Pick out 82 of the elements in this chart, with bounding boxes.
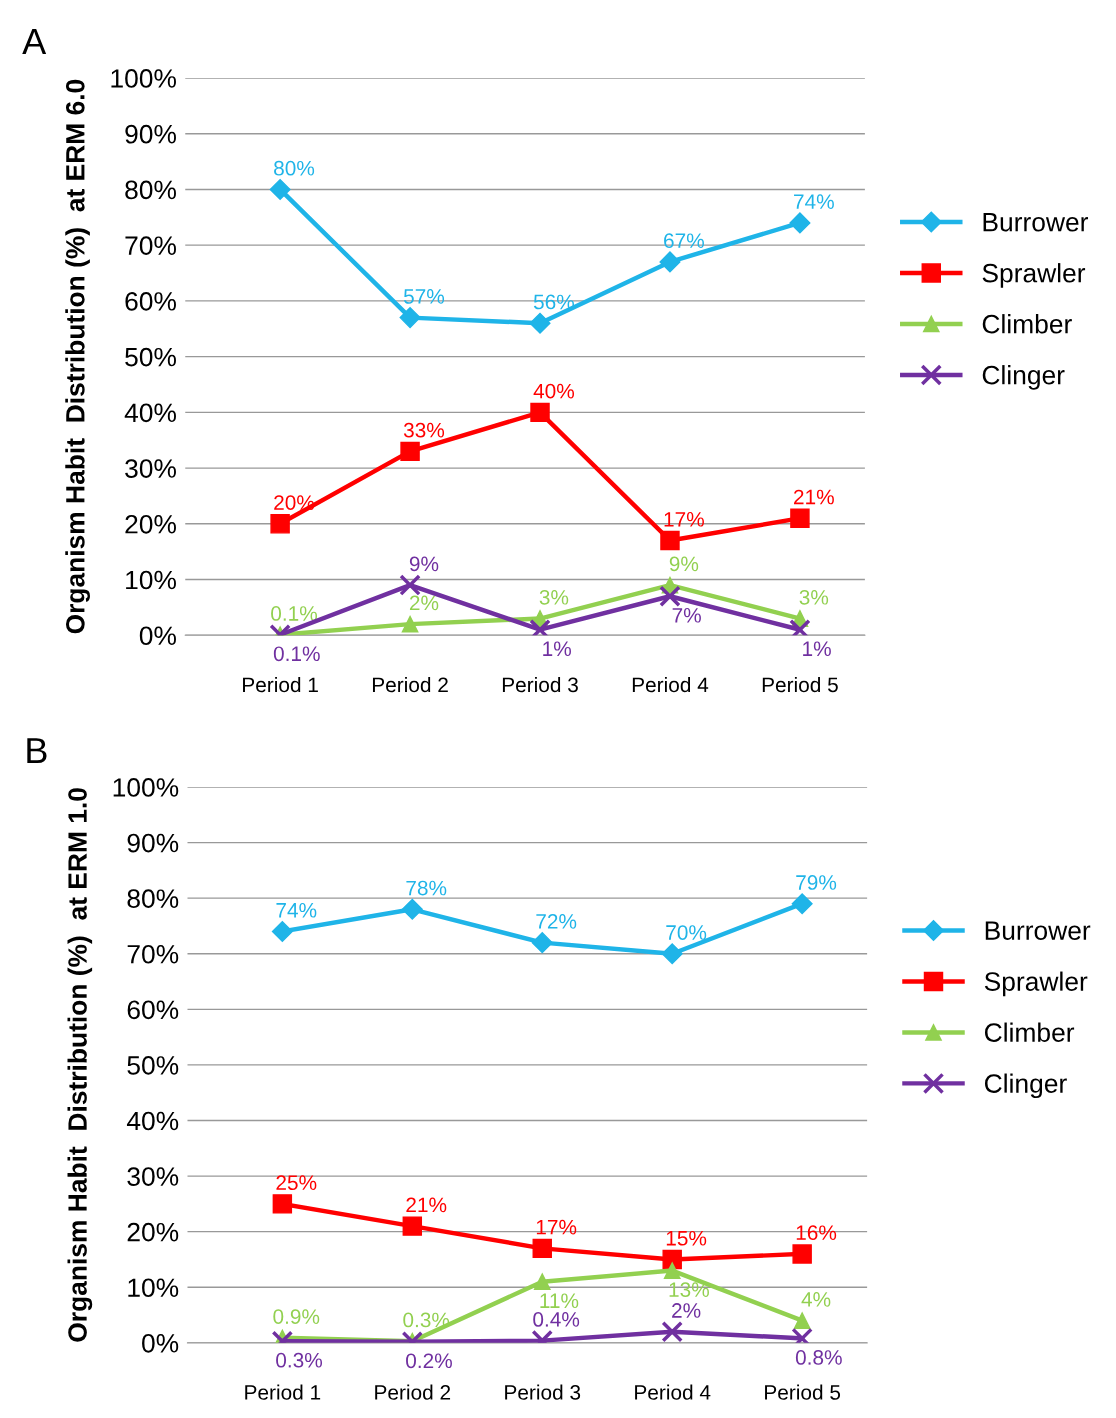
y-tick-label: 40%: [124, 403, 176, 423]
data-label: 0.3%: [276, 1352, 323, 1368]
data-label: 72%: [536, 914, 577, 929]
x-tick-label: Period 2: [372, 676, 448, 693]
y-tick-label: 20%: [127, 1222, 179, 1242]
data-label: 57%: [403, 289, 445, 304]
data-label: 0.4%: [533, 1312, 580, 1327]
x-tick-label: Period 3: [502, 676, 578, 693]
y-tick-label: 60%: [125, 292, 176, 311]
data-label: 16%: [796, 1225, 837, 1241]
y-axis-title: Organism Habit Distribution (%) at ERM 6.0: [65, 79, 90, 634]
legend-label: Climber: [982, 314, 1072, 334]
data-label: 70%: [666, 925, 707, 940]
data-label: 74%: [794, 194, 834, 209]
y-tick-label: 0%: [139, 626, 176, 646]
y-tick-label: 60%: [127, 1000, 179, 1020]
data-label: 0.2%: [406, 1353, 452, 1369]
data-label: 2%: [672, 1303, 701, 1318]
legend-label: Sprawler: [982, 263, 1086, 288]
data-label: 11%: [540, 1293, 579, 1309]
legend-label: Climber: [984, 1022, 1075, 1042]
data-label: 9%: [669, 556, 699, 572]
data-label: 78%: [406, 880, 447, 896]
y-tick-label: 30%: [125, 459, 176, 478]
x-tick-label: Period 5: [762, 676, 838, 693]
x-tick-label: Period 4: [635, 1384, 711, 1400]
data-label: 9%: [409, 556, 439, 572]
y-tick-label: 20%: [125, 514, 176, 534]
y-tick-label: 70%: [127, 944, 179, 964]
y-tick-label: 30%: [127, 1167, 179, 1186]
y-tick-label: 90%: [125, 124, 176, 144]
x-tick-label: Period 4: [632, 676, 709, 693]
y-tick-label: 40%: [126, 1111, 179, 1131]
x-tick-label: Period 1: [245, 1384, 321, 1400]
data-label: 4%: [801, 1292, 831, 1307]
data-label: 74%: [276, 903, 317, 918]
data-label: 17%: [536, 1219, 577, 1235]
chart-title: B: [27, 738, 47, 763]
data-label: 20%: [274, 495, 315, 510]
data-label: 0.1%: [273, 646, 320, 662]
data-label: 0.1%: [271, 606, 318, 621]
y-axis-title: Organism Habit Distribution (%) at ERM 1.0: [67, 788, 93, 1342]
data-label: 67%: [664, 233, 704, 249]
x-tick-label: Period 5: [765, 1384, 841, 1400]
y-tick-label: 50%: [125, 347, 176, 367]
data-label: 1%: [803, 641, 831, 657]
data-label: 56%: [533, 294, 575, 310]
y-tick-label: 70%: [125, 236, 176, 255]
data-label: 40%: [533, 383, 575, 399]
data-label: 80%: [274, 160, 315, 176]
data-label: 79%: [796, 875, 837, 890]
y-tick-label: 100%: [113, 778, 179, 797]
y-tick-label: 50%: [127, 1056, 179, 1075]
legend-label: Clinger: [982, 365, 1065, 390]
data-label: 0.9%: [273, 1309, 320, 1324]
legend-label: Sprawler: [984, 971, 1088, 997]
y-tick-label: 90%: [127, 833, 179, 853]
data-label: 0.8%: [795, 1350, 842, 1365]
y-tick-label: 100%: [111, 69, 176, 88]
data-label: 21%: [406, 1197, 447, 1213]
chart-title: A: [22, 29, 47, 54]
y-tick-label: 80%: [125, 180, 176, 200]
data-label: 33%: [403, 422, 445, 438]
data-label: 3%: [539, 589, 569, 605]
x-tick-label: Period 3: [505, 1384, 581, 1400]
x-tick-label: Period 1: [243, 676, 318, 693]
data-label: 7%: [672, 608, 701, 623]
y-tick-label: 10%: [126, 570, 176, 590]
data-label: 15%: [666, 1230, 707, 1246]
data-label: 3%: [799, 589, 829, 605]
data-label: 1%: [543, 641, 571, 657]
data-label: 25%: [276, 1175, 317, 1191]
y-tick-label: 0%: [142, 1333, 179, 1353]
x-tick-label: Period 2: [375, 1384, 451, 1400]
y-tick-label: 80%: [127, 889, 179, 908]
data-label: 21%: [794, 489, 834, 505]
y-tick-label: 10%: [128, 1278, 179, 1298]
data-label: 17%: [664, 512, 704, 527]
legend-label: Burrower: [985, 921, 1091, 940]
data-label: 2%: [409, 595, 439, 611]
legend-label: Burrower: [983, 213, 1089, 232]
legend-label: Clinger: [984, 1073, 1067, 1099]
